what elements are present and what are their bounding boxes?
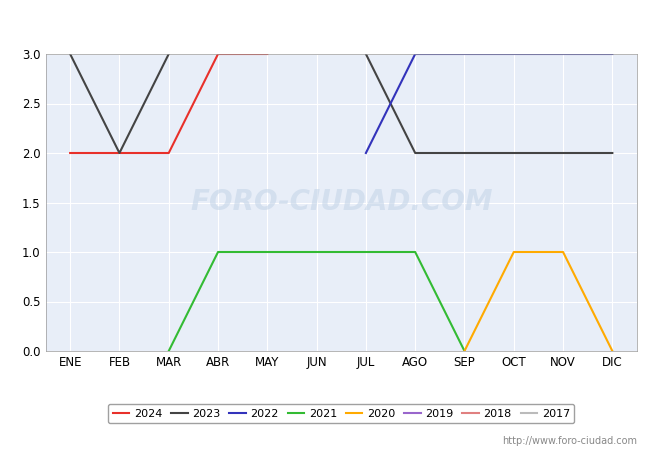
Text: Afiliados en Monterrubio de la Demanda a 31/5/2024: Afiliados en Monterrubio de la Demanda a…	[105, 14, 545, 33]
Text: http://www.foro-ciudad.com: http://www.foro-ciudad.com	[502, 436, 637, 446]
Text: FORO-CIUDAD.COM: FORO-CIUDAD.COM	[190, 189, 493, 216]
Legend: 2024, 2023, 2022, 2021, 2020, 2019, 2018, 2017: 2024, 2023, 2022, 2021, 2020, 2019, 2018…	[108, 404, 575, 423]
